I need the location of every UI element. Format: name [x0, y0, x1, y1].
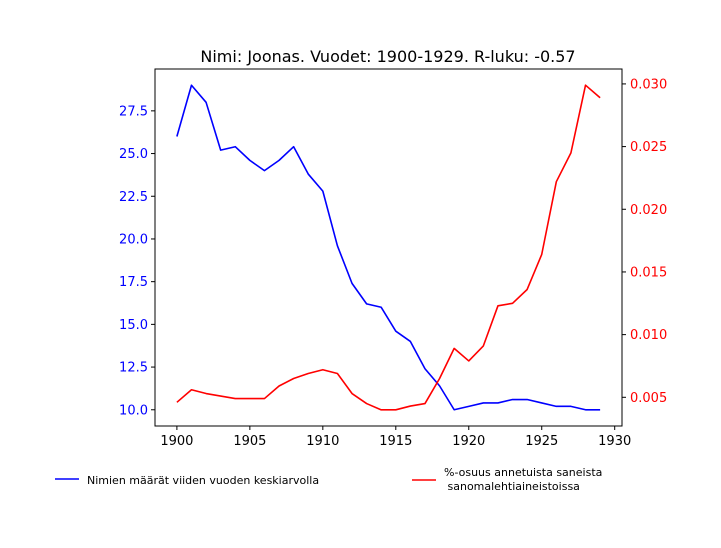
series-line-percent-share: [176, 84, 601, 411]
y-left-tick-label: 25.0: [119, 147, 148, 162]
y-left-tick-label: 22.5: [119, 190, 148, 205]
axes-frame: [154, 68, 623, 427]
plot-area: 1900 1905 1910 1915 1920 1925 1930 10.0 12.5 15.0…: [119, 68, 667, 449]
x-tick-label: 1910: [306, 434, 339, 449]
y-right-tick-label: 0.010: [630, 328, 667, 343]
x-tick-label: 1930: [598, 434, 631, 449]
y-left-tick-label: 15.0: [119, 318, 148, 333]
y-left-tick-label: 12.5: [119, 361, 148, 376]
y-right-tick-label: 0.015: [630, 265, 667, 280]
chart-title: Nimi: Joonas. Vuodet: 1900-1929. R-luku:…: [200, 47, 575, 66]
series-line-name-counts: [176, 84, 601, 411]
x-tick-label: 1920: [452, 434, 485, 449]
legend: Nimien määrät viiden vuoden keskiarvolla…: [55, 466, 602, 493]
x-tick-label: 1925: [525, 434, 558, 449]
y-right-tick-label: 0.005: [630, 391, 667, 406]
y-right-tick-label: 0.025: [630, 140, 667, 155]
y-left-tick-label: 10.0: [119, 403, 148, 418]
y-right-tick-label: 0.020: [630, 203, 667, 218]
y-left-tick-label: 27.5: [119, 104, 148, 119]
y-right-tick-label: 0.030: [630, 77, 667, 92]
y-left-tick-label: 20.0: [119, 232, 148, 247]
legend-label-name-counts: Nimien määrät viiden vuoden keskiarvolla: [87, 474, 319, 487]
x-tick-label: 1915: [379, 434, 412, 449]
x-tick-label: 1900: [160, 434, 193, 449]
legend-label-percent-share: %-osuus annetuista saneista sanomalehtia…: [444, 466, 602, 493]
y-left-tick-label: 17.5: [119, 275, 148, 290]
x-tick-label: 1905: [233, 434, 266, 449]
